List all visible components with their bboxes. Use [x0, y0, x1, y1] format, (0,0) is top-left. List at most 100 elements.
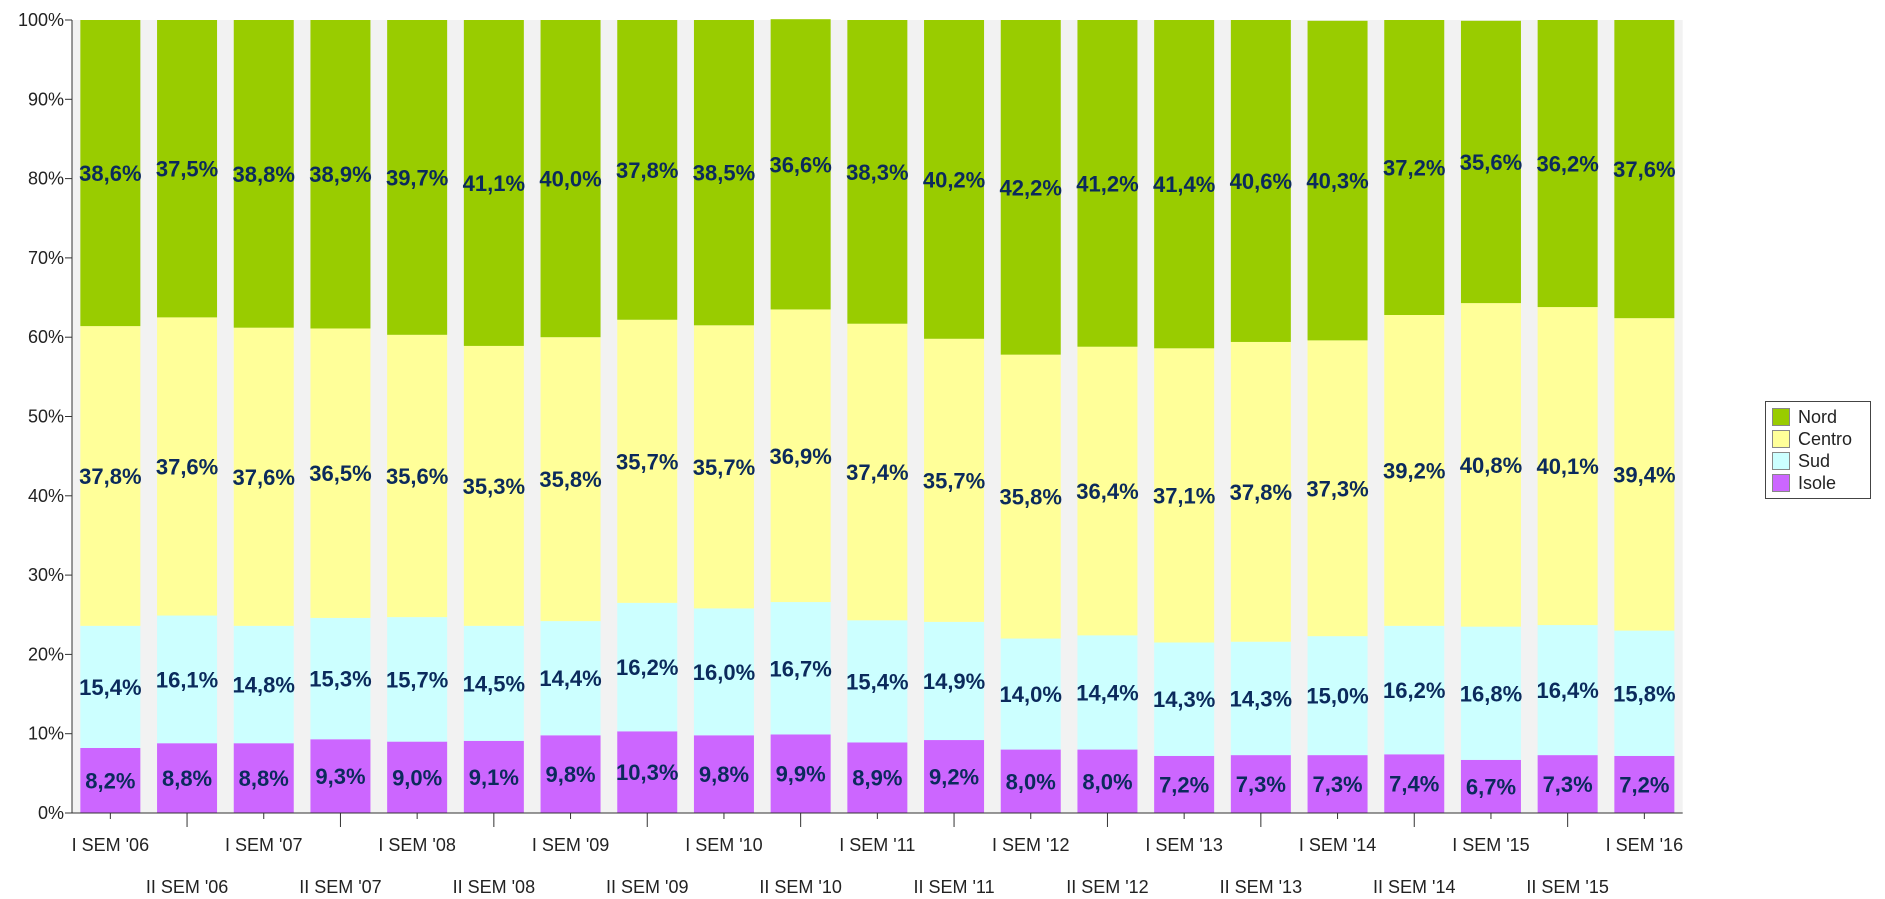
data-label-centro-13: 36,4%	[1076, 479, 1138, 504]
data-label-nord-0: 38,6%	[79, 161, 141, 186]
data-label-centro-14: 37,1%	[1153, 483, 1215, 508]
x-tick-label-13: II SEM '12	[1066, 877, 1148, 897]
x-tick-label-20: I SEM '16	[1606, 835, 1683, 855]
bar-isole-19	[1537, 755, 1598, 813]
data-label-nord-3: 38,9%	[309, 162, 371, 187]
data-label-centro-7: 35,7%	[616, 449, 678, 474]
data-label-sud-14: 14,3%	[1153, 687, 1215, 712]
legend-label-isole: Isole	[1798, 472, 1837, 493]
bar-nord-20	[1614, 20, 1675, 319]
y-tick-label-0: 0%	[38, 803, 64, 823]
data-label-sud-3: 15,3%	[309, 667, 371, 692]
bar-nord-2	[233, 20, 294, 328]
bar-nord-11	[924, 20, 985, 339]
x-tick-label-8: I SEM '10	[685, 835, 762, 855]
data-label-sud-11: 14,9%	[923, 669, 985, 694]
bar-nord-14	[1154, 20, 1215, 349]
data-label-isole-6: 9,8%	[545, 762, 595, 787]
data-label-centro-4: 35,6%	[386, 464, 448, 489]
x-tick-label-3: II SEM '07	[299, 877, 381, 897]
legend-swatch-isole	[1772, 474, 1790, 492]
data-label-sud-13: 14,4%	[1076, 680, 1138, 705]
data-label-sud-16: 15,0%	[1306, 684, 1368, 709]
y-tick-label-5: 50%	[28, 407, 64, 427]
bar-centro-17	[1384, 314, 1445, 626]
bar-nord-18	[1460, 20, 1521, 304]
data-label-centro-19: 40,1%	[1536, 454, 1598, 479]
bar-sud-1	[157, 615, 218, 744]
data-label-nord-13: 41,2%	[1076, 171, 1138, 196]
bar-nord-10	[847, 20, 908, 324]
data-label-isole-15: 7,3%	[1236, 772, 1286, 797]
legend-label-nord: Nord	[1798, 406, 1838, 427]
x-tick-label-19: II SEM '15	[1526, 877, 1608, 897]
data-label-sud-1: 16,1%	[156, 667, 218, 692]
data-label-nord-14: 41,4%	[1153, 172, 1215, 197]
bar-isole-15	[1230, 755, 1291, 813]
data-label-isole-5: 9,1%	[469, 765, 519, 790]
bar-isole-7	[617, 731, 678, 813]
x-tick-label-16: I SEM '14	[1299, 835, 1376, 855]
bar-nord-4	[387, 20, 448, 335]
data-label-nord-9: 36,6%	[769, 152, 831, 177]
bar-isole-12	[1000, 749, 1061, 813]
bar-nord-3	[310, 20, 371, 329]
bar-centro-14	[1154, 348, 1215, 643]
bar-sud-3	[310, 617, 371, 740]
bar-sud-4	[387, 617, 448, 742]
y-tick-label-6: 60%	[28, 327, 64, 347]
data-label-centro-20: 39,4%	[1613, 462, 1675, 487]
data-label-nord-5: 41,1%	[463, 171, 525, 196]
y-tick-label-8: 80%	[28, 169, 64, 189]
data-label-nord-18: 35,6%	[1460, 150, 1522, 175]
bar-centro-20	[1614, 318, 1675, 631]
bar-sud-17	[1384, 625, 1445, 755]
y-tick-label-10: 100%	[18, 10, 64, 30]
bar-sud-0	[80, 625, 141, 748]
data-label-isole-10: 8,9%	[852, 766, 902, 791]
bar-sud-7	[617, 602, 678, 732]
bar-sud-5	[463, 625, 524, 741]
bar-isole-16	[1307, 755, 1368, 813]
legend: Nord Centro Sud Isole	[1765, 401, 1871, 499]
bar-nord-15	[1230, 20, 1291, 342]
data-label-sud-6: 14,4%	[539, 666, 601, 691]
data-label-centro-9: 36,9%	[769, 444, 831, 469]
data-label-nord-12: 42,2%	[1000, 175, 1062, 200]
bar-nord-5	[463, 20, 524, 346]
bar-sud-10	[847, 620, 908, 743]
data-label-sud-2: 14,8%	[233, 673, 295, 698]
data-label-centro-1: 37,6%	[156, 454, 218, 479]
data-label-isole-1: 8,8%	[162, 766, 212, 791]
bar-centro-1	[157, 317, 218, 616]
data-label-sud-18: 16,8%	[1460, 681, 1522, 706]
data-label-isole-17: 7,4%	[1389, 772, 1439, 797]
y-tick-label-4: 40%	[28, 486, 64, 506]
data-label-isole-0: 8,2%	[85, 768, 135, 793]
data-label-sud-5: 14,5%	[463, 671, 525, 696]
data-label-isole-9: 9,9%	[776, 762, 826, 787]
x-tick-label-12: I SEM '12	[992, 835, 1069, 855]
x-tick-label-5: II SEM '08	[453, 877, 535, 897]
legend-swatch-centro	[1772, 430, 1790, 448]
bar-nord-1	[157, 20, 218, 318]
bar-centro-12	[1000, 354, 1061, 639]
data-label-isole-19: 7,3%	[1543, 772, 1593, 797]
bar-centro-18	[1460, 303, 1521, 627]
data-label-sud-15: 14,3%	[1230, 686, 1292, 711]
data-label-nord-10: 38,3%	[846, 160, 908, 185]
data-label-centro-10: 37,4%	[846, 460, 908, 485]
data-label-centro-2: 37,6%	[233, 465, 295, 490]
bar-nord-16	[1307, 20, 1368, 341]
bar-sud-6	[540, 621, 601, 736]
x-tick-label-14: I SEM '13	[1145, 835, 1222, 855]
data-label-isole-16: 7,3%	[1312, 772, 1362, 797]
legend-label-sud: Sud	[1798, 450, 1831, 471]
bar-centro-4	[387, 334, 448, 618]
legend-swatch-nord	[1772, 408, 1790, 426]
bar-centro-3	[310, 328, 371, 618]
x-tick-label-1: II SEM '06	[146, 877, 228, 897]
bar-sud-20	[1614, 630, 1675, 756]
data-label-centro-18: 40,8%	[1460, 453, 1522, 478]
data-label-isole-4: 9,0%	[392, 765, 442, 790]
